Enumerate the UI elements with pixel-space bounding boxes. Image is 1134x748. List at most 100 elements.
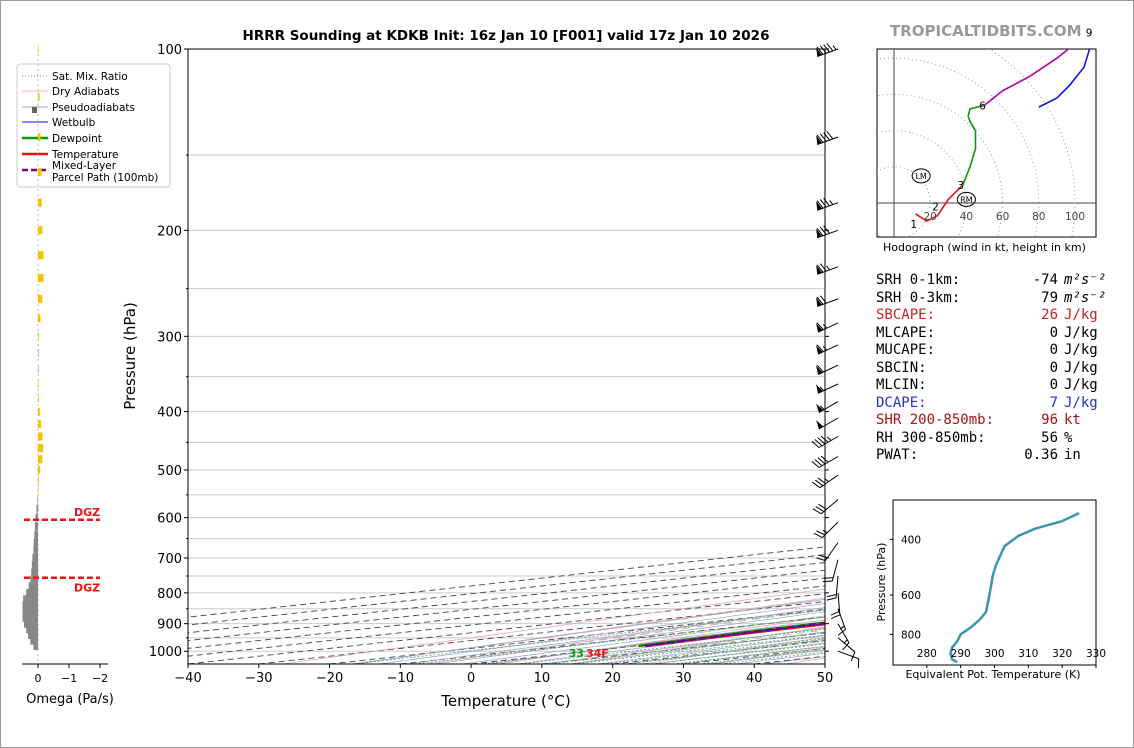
omega-bar [38,486,39,495]
x-tick-label: 10 [534,671,551,686]
legend-label: Wetbulb [52,117,96,129]
y-tick-label: 500 [157,464,182,479]
theta-e-border [892,499,1097,666]
wind-barb [816,131,839,145]
isotherm-line [188,554,825,626]
wind-barb-full [811,440,820,448]
moist-adiabat-line [461,615,825,664]
wind-barb-half [829,200,834,205]
theta-e-ylabel: Pressure (hPa) [875,543,888,622]
stat-label: SBCAPE: [876,307,936,323]
stat-row: SBCAPE: 26 J/kg [876,307,1126,325]
wind-barb-full [827,593,837,598]
wind-barb-full [822,580,833,583]
hodograph-tick-label: 80 [1032,211,1045,223]
theta-e-x-tick-label: 310 [1018,648,1038,660]
omega-axis-label: Omega (Pa/s) [26,692,114,707]
wind-barb-staff [818,456,839,468]
stat-label: SHR 200-850mb: [876,412,995,428]
dgz-label: DGZ [74,506,100,519]
omega-bar [26,588,38,597]
mixing-ratio-line [414,616,825,664]
wind-barb [816,263,839,275]
legend: Sat. Mix. Ratio Dry Adiabats Pseudoadiabat… [16,63,171,188]
legend-label: Dewpoint [52,133,102,145]
theta-e-y-tick-label: 400 [901,534,921,546]
wind-barb-flag [816,297,823,307]
wind-barb-full [814,459,823,467]
wind-barb-full [815,506,825,512]
wind-barb-full [816,200,824,209]
wind-barb-full [816,228,824,237]
wind-barb-full [820,435,829,443]
stat-unit: J/kg [1064,324,1098,341]
wind-barb-half [826,436,832,441]
omega-bar [38,380,39,388]
theta-e-x-tick-label: 280 [917,648,937,660]
wind-barb-full [842,642,850,651]
wind-barb [816,542,839,562]
wind-barb-full [817,457,826,465]
omega-bar [38,314,41,323]
stat-unit: J/kg [1064,307,1098,323]
hodograph-tick-label: 100 [1065,211,1085,223]
wind-barb-staff [819,474,839,489]
stat-value: 79 [1041,289,1058,306]
wind-barb-staff [818,417,839,430]
wind-barb-staff [817,322,839,333]
storm-motion-label: LM [915,172,926,181]
wind-barb [816,43,839,57]
wind-barb-full [818,554,828,559]
hodograph-ring [988,49,1076,237]
wind-barb-full [816,364,824,373]
wind-barb [816,383,839,394]
wind-barb-full [819,226,827,235]
wind-barb-staff [831,559,839,582]
stat-row: SHR 200-850mb: 96 kt [876,412,1126,430]
hodograph-segment [1038,49,1091,108]
moist-adiabat-line [379,603,825,664]
omega-bar [28,582,38,591]
omega-bar [38,133,41,141]
wind-barb-half [822,345,828,351]
y-tick-label: 800 [157,587,182,602]
theta-e-line [949,511,1080,664]
isotherm-line [188,546,825,618]
stat-unit: kt [1064,412,1081,428]
wind-barb-flag [816,47,823,57]
wind-barb-half [824,478,829,483]
omega-bar [28,631,38,640]
wind-barb [837,650,860,669]
omega-bar [23,595,38,604]
y-tick-label: 200 [157,224,182,239]
wind-barb-staff [835,575,839,598]
wind-barb-full [816,264,824,273]
skewt-plot-border [187,48,826,665]
dry-adiabat-line [354,597,825,664]
theta-e-x-tick-label: 300 [984,648,1004,660]
x-tick-label: 0 [467,671,475,686]
wind-barb-flag [816,403,824,413]
x-tick-label: 20 [604,671,621,686]
hodograph-caption: Hodograph (wind in kt, height in km) [883,241,1086,254]
theta-e-x-tick-label: 330 [1086,648,1106,660]
wind-barb-staff [817,364,839,375]
wind-barb-full [816,296,824,305]
x-tick-label: −10 [387,671,414,686]
stat-label: DCAPE: [876,394,927,411]
stat-unit: m²s⁻² [1064,289,1107,306]
omega-bar [22,613,38,622]
wind-barb-staff [837,592,841,615]
surface-temperature-label: 34F [586,647,609,660]
surface-dewpoint-label: 33 [569,647,584,660]
dgz-label: DGZ [74,582,100,595]
theta-e-x-tick-label: 290 [951,648,971,660]
stat-row: SRH 0-3km: 79 m²s⁻² [876,290,1126,308]
omega-tick-label: 0 [35,672,42,685]
wind-barb-full [837,628,846,636]
wind-barb-full [812,508,822,515]
wind-barb [816,322,839,333]
stat-label: RH 300-850mb: [876,429,986,446]
wind-barb [813,521,839,539]
stat-label: SRH 0-1km: [876,272,961,288]
